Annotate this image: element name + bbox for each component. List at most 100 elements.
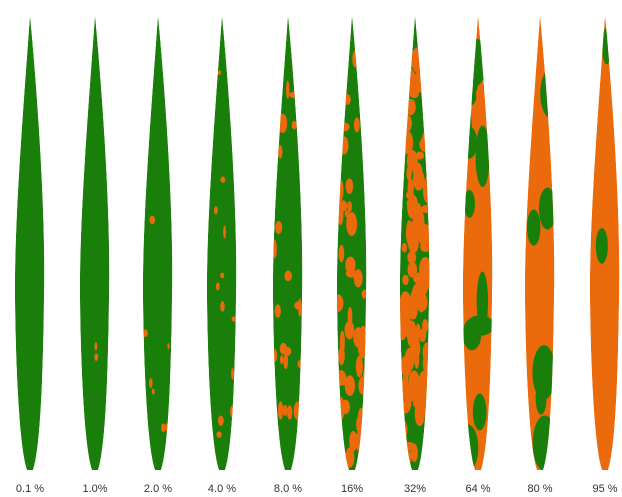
lesion: [422, 45, 428, 58]
lesion: [220, 177, 225, 183]
lesion: [415, 387, 426, 395]
lesion: [294, 401, 303, 420]
lesion: [458, 104, 472, 145]
lesion: [275, 221, 282, 234]
lesion: [400, 42, 411, 65]
lesion: [340, 136, 349, 154]
lesion: [297, 360, 303, 368]
lesion: [339, 200, 347, 211]
lesion: [340, 330, 345, 354]
lesion: [95, 342, 98, 351]
leaf: [15, 15, 44, 470]
lesion: [402, 449, 412, 466]
lesion: [212, 456, 217, 461]
lesion: [403, 80, 411, 101]
lesion: [418, 34, 430, 57]
lesion: [357, 429, 368, 441]
lesion: [460, 126, 477, 159]
lesion: [283, 405, 288, 416]
lesion: [280, 343, 287, 355]
lesion: [218, 416, 224, 426]
lesion: [410, 70, 415, 84]
lesion: [402, 275, 408, 285]
lesion: [340, 123, 350, 132]
lesion: [167, 343, 169, 349]
lesion: [527, 209, 540, 245]
lesion: [294, 301, 303, 309]
lesion: [345, 375, 355, 396]
lesion: [286, 81, 289, 99]
lesion: [408, 231, 419, 254]
lesion: [220, 272, 224, 278]
lesion: [339, 245, 345, 263]
lesion: [334, 434, 344, 452]
lesion: [476, 125, 490, 187]
lesion: [402, 243, 407, 253]
lesion: [405, 348, 415, 371]
lesion: [347, 201, 352, 212]
lesion: [423, 342, 432, 362]
lesion: [398, 97, 407, 113]
lesion: [404, 54, 410, 62]
lesion: [410, 90, 419, 98]
severity-label: 0.1 %: [16, 483, 44, 495]
lesion: [339, 70, 344, 77]
lesion: [362, 289, 368, 298]
lesion: [343, 94, 351, 105]
lesion: [334, 294, 344, 311]
lesion: [418, 52, 426, 74]
lesion: [358, 408, 365, 427]
lesion: [292, 121, 297, 130]
lesion: [455, 52, 479, 101]
lesion: [231, 368, 234, 380]
lesion: [540, 68, 563, 119]
lesion: [230, 405, 236, 418]
severity-label: 95 %: [592, 483, 617, 495]
lesion: [278, 145, 283, 159]
lesion: [284, 271, 292, 282]
lesion: [287, 405, 292, 419]
lesion: [416, 324, 421, 338]
lesion: [232, 316, 236, 322]
lesion: [338, 397, 344, 420]
lesion: [473, 394, 487, 431]
leaf: [207, 15, 236, 470]
lesion: [292, 54, 299, 70]
lesion: [358, 340, 368, 350]
lesion: [220, 301, 224, 312]
lesion: [400, 436, 406, 445]
lesion: [273, 240, 277, 258]
severity-label: 32%: [404, 483, 426, 495]
severity-scale: 0.1 %1.0%2.0 %4.0 %8.0 %16%32%64 %80 %95…: [0, 0, 622, 497]
severity-label: 4.0 %: [208, 483, 236, 495]
lesion: [349, 431, 357, 452]
lesion: [152, 388, 155, 394]
lesion: [466, 315, 494, 336]
severity-label: 8.0 %: [274, 483, 302, 495]
lesion: [345, 257, 355, 274]
lesion: [416, 152, 425, 160]
severity-label: 64 %: [465, 483, 490, 495]
lesion: [216, 283, 220, 291]
lesion: [354, 331, 362, 340]
lesion: [149, 378, 153, 388]
lesion: [407, 195, 418, 219]
lesion: [337, 179, 344, 201]
lesion: [396, 379, 408, 401]
lesion: [356, 356, 363, 378]
lesion: [161, 423, 165, 432]
leaf-blade: [15, 15, 44, 470]
lesion: [536, 381, 547, 414]
lesion: [337, 102, 343, 120]
lesion: [414, 350, 419, 369]
lesion: [289, 92, 297, 98]
lesion: [214, 206, 218, 214]
lesion: [346, 212, 357, 236]
lesion: [346, 178, 354, 194]
leaf-blade: [143, 15, 172, 470]
lesion: [419, 257, 431, 283]
severity-label: 2.0 %: [144, 483, 172, 495]
lesion: [271, 68, 278, 77]
lesion: [464, 190, 475, 218]
leaf: [80, 15, 109, 470]
